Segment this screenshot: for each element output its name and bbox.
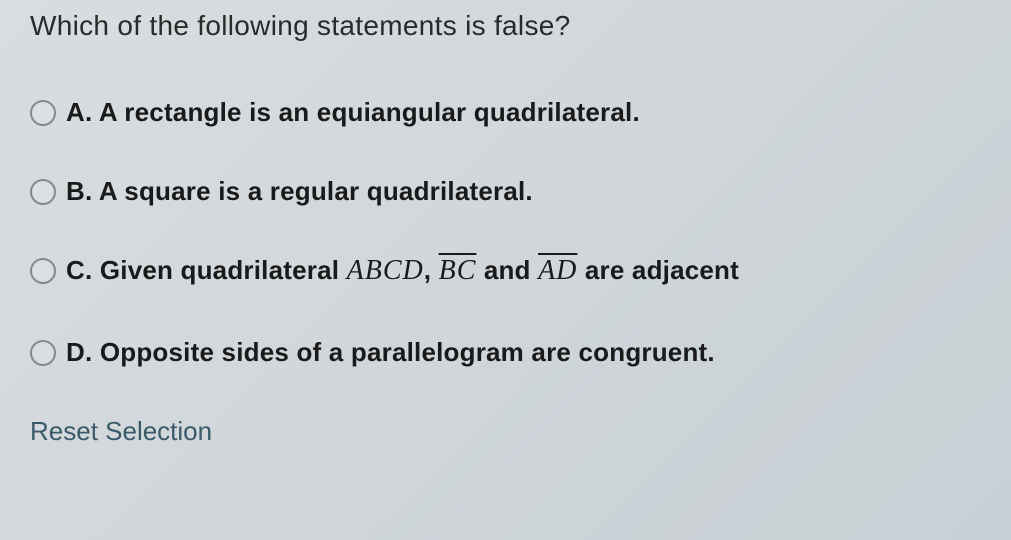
option-b-text: B. A square is a regular quadrilateral.: [66, 176, 533, 207]
option-c-prefix: Given quadrilateral: [100, 255, 339, 285]
radio-d[interactable]: [30, 340, 56, 366]
option-c-seg2: AD: [538, 253, 577, 286]
option-c-text: C. Given quadrilateral ABCD, BC and AD a…: [66, 255, 739, 287]
option-b-label: B.: [66, 176, 92, 206]
question-text: Which of the following statements is fal…: [30, 10, 991, 42]
option-d-text: D. Opposite sides of a parallelogram are…: [66, 337, 715, 368]
option-a-label: A.: [66, 97, 92, 127]
option-c[interactable]: C. Given quadrilateral ABCD, BC and AD a…: [30, 255, 991, 287]
radio-c[interactable]: [30, 258, 56, 284]
option-b-body: A square is a regular quadrilateral.: [99, 176, 533, 206]
option-c-conj: and: [484, 255, 531, 285]
option-d-label: D.: [66, 337, 92, 367]
option-a[interactable]: A. A rectangle is an equiangular quadril…: [30, 97, 991, 128]
option-c-suffix: are adjacent: [585, 255, 739, 285]
radio-b[interactable]: [30, 179, 56, 205]
option-c-label: C.: [66, 255, 92, 285]
reset-selection-link[interactable]: Reset Selection: [30, 416, 991, 447]
option-c-seg1: BC: [439, 253, 477, 286]
option-d[interactable]: D. Opposite sides of a parallelogram are…: [30, 337, 991, 368]
option-a-body: A rectangle is an equiangular quadrilate…: [99, 97, 640, 127]
option-d-body: Opposite sides of a parallelogram are co…: [100, 337, 715, 367]
option-c-quad: ABCD: [347, 255, 424, 286]
option-b[interactable]: B. A square is a regular quadrilateral.: [30, 176, 991, 207]
option-a-text: A. A rectangle is an equiangular quadril…: [66, 97, 640, 128]
radio-a[interactable]: [30, 100, 56, 126]
option-c-comma: ,: [424, 255, 431, 285]
